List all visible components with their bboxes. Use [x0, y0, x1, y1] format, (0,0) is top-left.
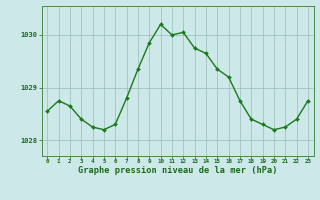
X-axis label: Graphe pression niveau de la mer (hPa): Graphe pression niveau de la mer (hPa) — [78, 166, 277, 175]
